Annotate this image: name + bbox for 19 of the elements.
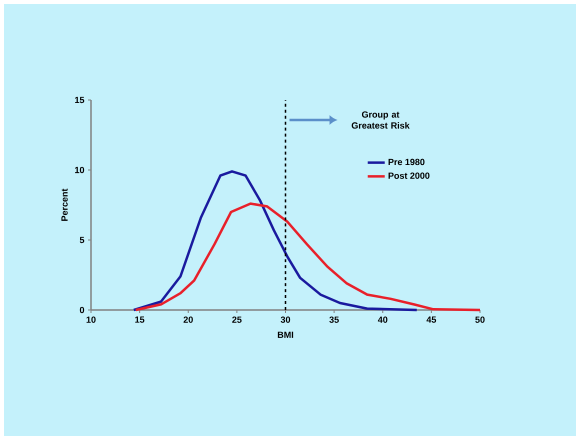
- x-tick-label: 10: [86, 316, 96, 323]
- line-series: [134, 202, 482, 312]
- y-tick-label: 10: [75, 166, 84, 174]
- x-tick-label: 45: [426, 316, 436, 323]
- y-tick-label: 0: [80, 306, 84, 314]
- y-tick-label: 15: [75, 96, 84, 104]
- y-tick-label: 5: [80, 236, 84, 244]
- x-tick-label: 50: [475, 316, 485, 323]
- x-tick-label: 35: [329, 316, 339, 323]
- x-tick-label: 15: [135, 316, 144, 323]
- x-tick-label: 20: [184, 316, 193, 323]
- y-axis-title: Percent: [61, 188, 68, 221]
- x-tick-label: 30: [280, 316, 290, 323]
- x-axis-title: BMI: [278, 332, 294, 338]
- x-tick-label: 40: [378, 316, 388, 323]
- legend-label: Post 2000: [388, 172, 430, 179]
- x-tick-label: 25: [232, 316, 242, 323]
- annotation: Group at Greatest Risk: [352, 111, 410, 129]
- legend-label: Pre 1980: [388, 158, 424, 166]
